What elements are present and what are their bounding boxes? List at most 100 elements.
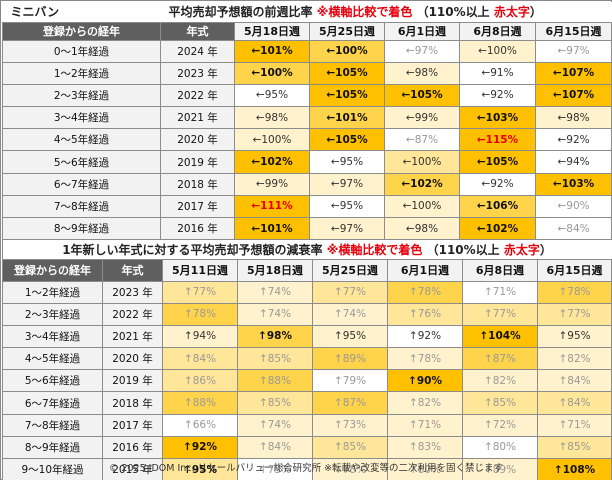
row-years-label: 4～5年経過 — [2, 128, 161, 152]
ratio-cell: ←99% — [234, 172, 310, 196]
ratio-cell: ←98% — [384, 61, 460, 85]
ratio-cell: ←97% — [534, 39, 612, 63]
row-model-year: 2018 年 — [102, 391, 163, 415]
row-model-year: 2020 年 — [160, 128, 235, 152]
table-row: 0～1年経過 2024 年 ←101% ←100% ←97% ←100% ←97% — [2, 39, 612, 63]
ratio-cell: ←103% — [459, 106, 536, 130]
category-title: ミニバン — [2, 2, 161, 23]
ratio-cell: ↑83% — [387, 435, 463, 460]
row-model-year: 2019 年 — [160, 150, 235, 174]
week-header: 6月15日週 — [536, 258, 612, 282]
ratio-cell: ←105% — [459, 150, 536, 174]
section1-title-paren-close: ） — [529, 5, 542, 20]
ratio-cell: ↑85% — [462, 391, 538, 415]
ratio-cell: ↑77% — [312, 280, 388, 304]
ratio-cell: ↑104% — [462, 324, 538, 349]
row-years-label: 3～4年経過 — [2, 324, 103, 349]
ratio-cell: ↑85% — [536, 435, 612, 460]
ratio-cell: ↑74% — [312, 302, 388, 326]
row-years-label: 4～5年経過 — [2, 347, 103, 371]
row-model-year: 2023 年 — [102, 280, 163, 304]
ratio-cell: ↑85% — [237, 347, 313, 371]
table-row: 8～9年経過 2016 年 ↑92% ↑84% ↑85% ↑83% ↑80% ↑85% — [2, 435, 612, 460]
row-model-year: 2019 年 — [102, 369, 163, 393]
row-years-label: 7～8年経過 — [2, 413, 103, 437]
ratio-cell: ↑82% — [387, 391, 463, 415]
yearly-decay-table: 1年新しい年式に対する平均売却予想額の減衰率 ※横軸比較で着色 （110%以上 … — [2, 240, 612, 480]
section1-title-paren-open: （110%以上 — [416, 5, 490, 20]
section1-title-note: ※横軸比較で着色 — [316, 5, 413, 20]
section2-title-paren-close: ） — [539, 242, 552, 257]
table-row: 8～9年経過 2016 年 ←101% ←97% ←98% ←102% ←84% — [2, 216, 612, 241]
week-header: 6月1日週 — [384, 21, 460, 41]
ratio-cell: ←105% — [309, 128, 385, 152]
ratio-cell: ↑80% — [387, 457, 463, 480]
ratio-cell: ←100% — [234, 61, 310, 85]
table-row: 7～8年経過 2017 年 ↑66% ↑74% ↑73% ↑71% ↑72% ↑71% — [2, 413, 612, 437]
week-header: 5月25日週 — [309, 21, 385, 41]
week-header: 6月15日週 — [534, 21, 612, 41]
ratio-cell: ↑82% — [462, 369, 538, 393]
row-model-year: 2017 年 — [160, 194, 235, 219]
ratio-cell: ←107% — [534, 83, 612, 108]
ratio-cell: ↑78% — [387, 280, 463, 304]
table-row: 2～3年経過 2022 年 ←95% ←105% ←105% ←92% ←107% — [2, 83, 612, 108]
ratio-cell: ←102% — [234, 150, 310, 174]
ratio-cell: ↑82% — [536, 347, 612, 371]
ratio-cell: ←92% — [534, 128, 612, 152]
row-model-year: 2017 年 — [102, 413, 163, 437]
ratio-cell: ←106% — [459, 194, 536, 219]
table-row: 4～5年経過 2020 年 ←100% ←105% ←87% ←115% ←92% — [2, 128, 612, 152]
ratio-cell: ←102% — [459, 216, 536, 241]
ratio-cell: ←115% — [459, 128, 536, 152]
row-years-label: 8～9年経過 — [2, 216, 161, 241]
ratio-cell: ↑92% — [387, 324, 463, 349]
table-row: 9～10年経過 2015 年 ↑95% ↑73% ↑78% ↑80% ↑89% ↑108% — [2, 457, 612, 480]
weekly-ratio-table: ミニバン 平均売却予想額の前週比率 ※横軸比較で着色 （110%以上 赤太字） … — [2, 2, 612, 263]
section2-title-main: 1年新しい年式に対する平均売却予想額の減衰率 — [62, 242, 323, 257]
ratio-cell: ←91% — [459, 61, 536, 85]
ratio-cell: ←94% — [534, 150, 612, 174]
ratio-cell: ↑74% — [237, 413, 313, 437]
ratio-cell: ↑80% — [462, 435, 538, 460]
table-row: 1～2年経過 2023 年 ←100% ←105% ←98% ←91% ←107% — [2, 61, 612, 85]
ratio-cell: ↑85% — [237, 391, 313, 415]
row-years-label: 6～7年経過 — [2, 391, 103, 415]
ratio-cell: ↑89% — [462, 457, 538, 480]
ratio-cell: ↑90% — [387, 369, 463, 393]
row-years-label: 6～7年経過 — [2, 172, 161, 196]
ratio-cell: ←105% — [309, 61, 385, 85]
ratio-cell: ←100% — [384, 194, 460, 219]
ratio-cell: ←98% — [534, 106, 612, 130]
ratio-cell: ↑84% — [237, 435, 313, 460]
row-model-year: 2016 年 — [160, 216, 235, 241]
table-row: 5～6年経過 2019 年 ↑86% ↑88% ↑79% ↑90% ↑82% ↑84% — [2, 369, 612, 393]
ratio-cell: ↑86% — [162, 369, 238, 393]
week-header: 6月8日週 — [462, 258, 538, 282]
ratio-cell: ←100% — [384, 150, 460, 174]
ratio-cell: ←92% — [459, 172, 536, 196]
week-header: 6月1日週 — [387, 258, 463, 282]
ratio-cell: ←95% — [234, 83, 310, 108]
row-model-year: 2022 年 — [102, 302, 163, 326]
ratio-cell: ←95% — [309, 150, 385, 174]
table-row: 1～2年経過 2023 年 ↑77% ↑74% ↑77% ↑78% ↑71% ↑78% — [2, 280, 612, 304]
ratio-cell: ↑95% — [536, 324, 612, 349]
ratio-cell: ←101% — [234, 39, 310, 63]
ratio-cell: ↑77% — [536, 302, 612, 326]
ratio-cell: ↑74% — [237, 302, 313, 326]
ratio-cell: ↑88% — [162, 391, 238, 415]
ratio-cell: ↑78% — [536, 280, 612, 304]
ratio-cell: ↑92% — [162, 435, 238, 460]
ratio-cell: ↑74% — [237, 280, 313, 304]
ratio-cell: ↑78% — [387, 347, 463, 371]
ratio-cell: ←98% — [234, 106, 310, 130]
table-row: 6～7年経過 2018 年 ←99% ←97% ←102% ←92% ←103% — [2, 172, 612, 196]
ratio-cell: ↑87% — [312, 391, 388, 415]
row-model-year: 2023 年 — [160, 61, 235, 85]
ratio-cell: ↑78% — [312, 457, 388, 480]
ratio-cell: ↑94% — [162, 324, 238, 349]
row-years-label: 7～8年経過 — [2, 194, 161, 219]
ratio-cell: ↑95% — [312, 324, 388, 349]
